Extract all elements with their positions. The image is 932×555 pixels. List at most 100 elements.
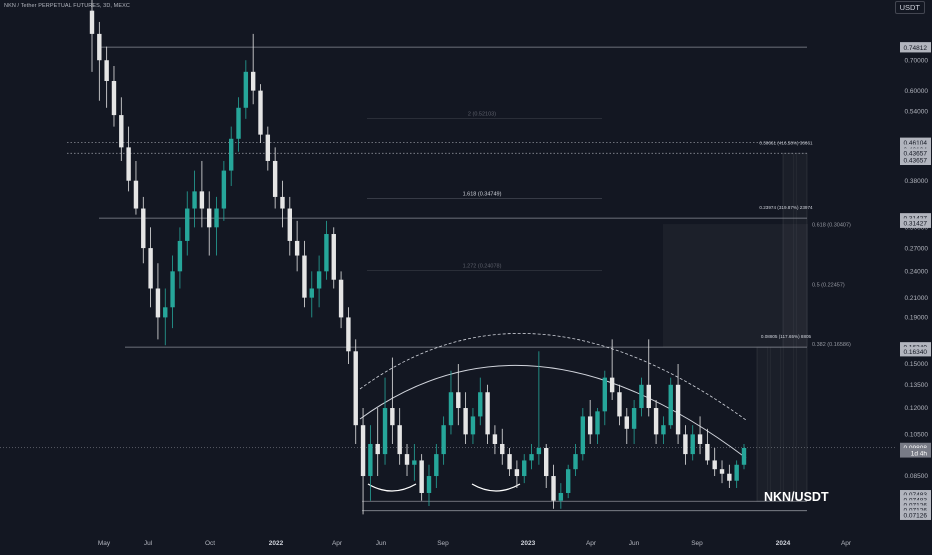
candle-body (390, 408, 395, 426)
fib-extension-label: 1.272 (0.24078) (463, 264, 502, 270)
candle-body (544, 447, 549, 477)
candle-body (221, 170, 227, 209)
candle-body (185, 208, 190, 241)
candle-body (690, 434, 695, 455)
candle-body (331, 234, 336, 280)
candle-body (243, 71, 249, 108)
candle-body (558, 492, 564, 501)
fib-extension-label: 2 (0.52103) (468, 111, 496, 117)
fib-labels: 2 (0.52103) 1.618 (0.34749) 1.272 (0.24078… (367, 111, 851, 348)
candle-body (382, 408, 388, 455)
y-axis-tick: 0.15000 (905, 361, 929, 368)
candle-body (514, 469, 520, 477)
candle-body (287, 208, 292, 241)
candle-body (683, 434, 688, 455)
candle-body (536, 447, 542, 455)
y-axis-tick: 0.12000 (905, 405, 929, 412)
candle-body (478, 392, 483, 417)
price-tag (900, 490, 931, 500)
candle-body (250, 71, 256, 91)
candle-body (119, 115, 124, 148)
x-axis-label: Apr (586, 540, 597, 547)
candle-body (280, 196, 285, 209)
candle-body (631, 408, 637, 429)
candle-body (573, 454, 578, 470)
candle-body (734, 464, 739, 481)
price-tags: 0.748120.748120.461040.461040.436570.436… (900, 42, 931, 520)
candle-body (624, 416, 629, 429)
price-tag (900, 137, 931, 148)
currency-selector[interactable]: USDT (894, 1, 925, 14)
candle-body (661, 425, 666, 435)
candle-body (177, 240, 183, 272)
fib-retracement-box (663, 224, 808, 348)
candle-body (529, 454, 534, 461)
candle-body (675, 384, 681, 435)
candle-body (148, 248, 153, 289)
candle-body (309, 288, 314, 298)
candle-body (507, 454, 512, 470)
candle-body (155, 288, 161, 318)
price-tag-label: 0.43657 (904, 158, 928, 165)
target-label: 0.23974 (319.87%) 23974 (759, 205, 813, 210)
candle-body (258, 90, 263, 135)
y-axis-tick: 0.24000 (905, 269, 929, 276)
candle-body (375, 443, 380, 455)
candle-body (104, 60, 109, 82)
candle-body (228, 138, 234, 171)
candle-body (265, 134, 271, 161)
candle-body (639, 384, 644, 409)
target-column (756, 346, 769, 502)
candle-body (522, 460, 527, 477)
candle-body (697, 434, 703, 444)
candle-body (133, 180, 139, 209)
candle-body (163, 307, 168, 318)
y-axis-tick: 0.54000 (905, 109, 929, 116)
candle-body (485, 392, 490, 435)
candle-body (207, 208, 212, 228)
candle-body (587, 416, 593, 435)
fib-retracement-label: 0.5 (0.22457) (812, 282, 845, 288)
candle-body (741, 447, 747, 465)
candle-body (602, 377, 608, 412)
x-axis-label: Apr (332, 540, 343, 547)
y-axis-tick: 0.10500 (905, 432, 929, 439)
price-tag-label: 0.46104 (904, 140, 928, 147)
fib-retracement-label: 0.382 (0.16586) (812, 342, 851, 348)
x-axis-label: May (98, 540, 111, 547)
target-label: 0.08805 (117.65%) 8805 (761, 334, 812, 339)
candle-body (565, 469, 571, 493)
candle-body (712, 460, 717, 470)
candle-body (609, 377, 615, 393)
price-tag (900, 218, 931, 228)
candle-body (492, 434, 498, 444)
price-tag (900, 505, 931, 515)
candle-body (111, 81, 117, 116)
x-axis-label: 2022 (269, 540, 284, 547)
candle-body (294, 240, 300, 256)
y-axis-tick: 0.21000 (905, 295, 929, 302)
candle-body (470, 416, 476, 435)
bottom-arc (367, 483, 417, 492)
candle-body (97, 33, 102, 61)
x-axis-label: 2024 (776, 540, 791, 547)
candle-body (338, 279, 344, 318)
price-tag (900, 442, 931, 453)
candle-body (192, 191, 197, 209)
candle-body (368, 443, 373, 477)
price-tag (900, 448, 931, 458)
x-axis-label: Sep (437, 540, 449, 547)
candle-body (404, 454, 410, 465)
target-label: 0.38661 (416.58%) 38661 (759, 140, 813, 145)
candle-body (272, 160, 278, 197)
candle-body (353, 351, 358, 426)
candle-body (199, 191, 205, 209)
arc-annotations (359, 333, 747, 492)
resistance-arc (359, 365, 747, 459)
pair-watermark: NKN/USDT (764, 490, 829, 504)
candle-body (617, 392, 622, 417)
x-axis-label: Oct (205, 540, 215, 547)
